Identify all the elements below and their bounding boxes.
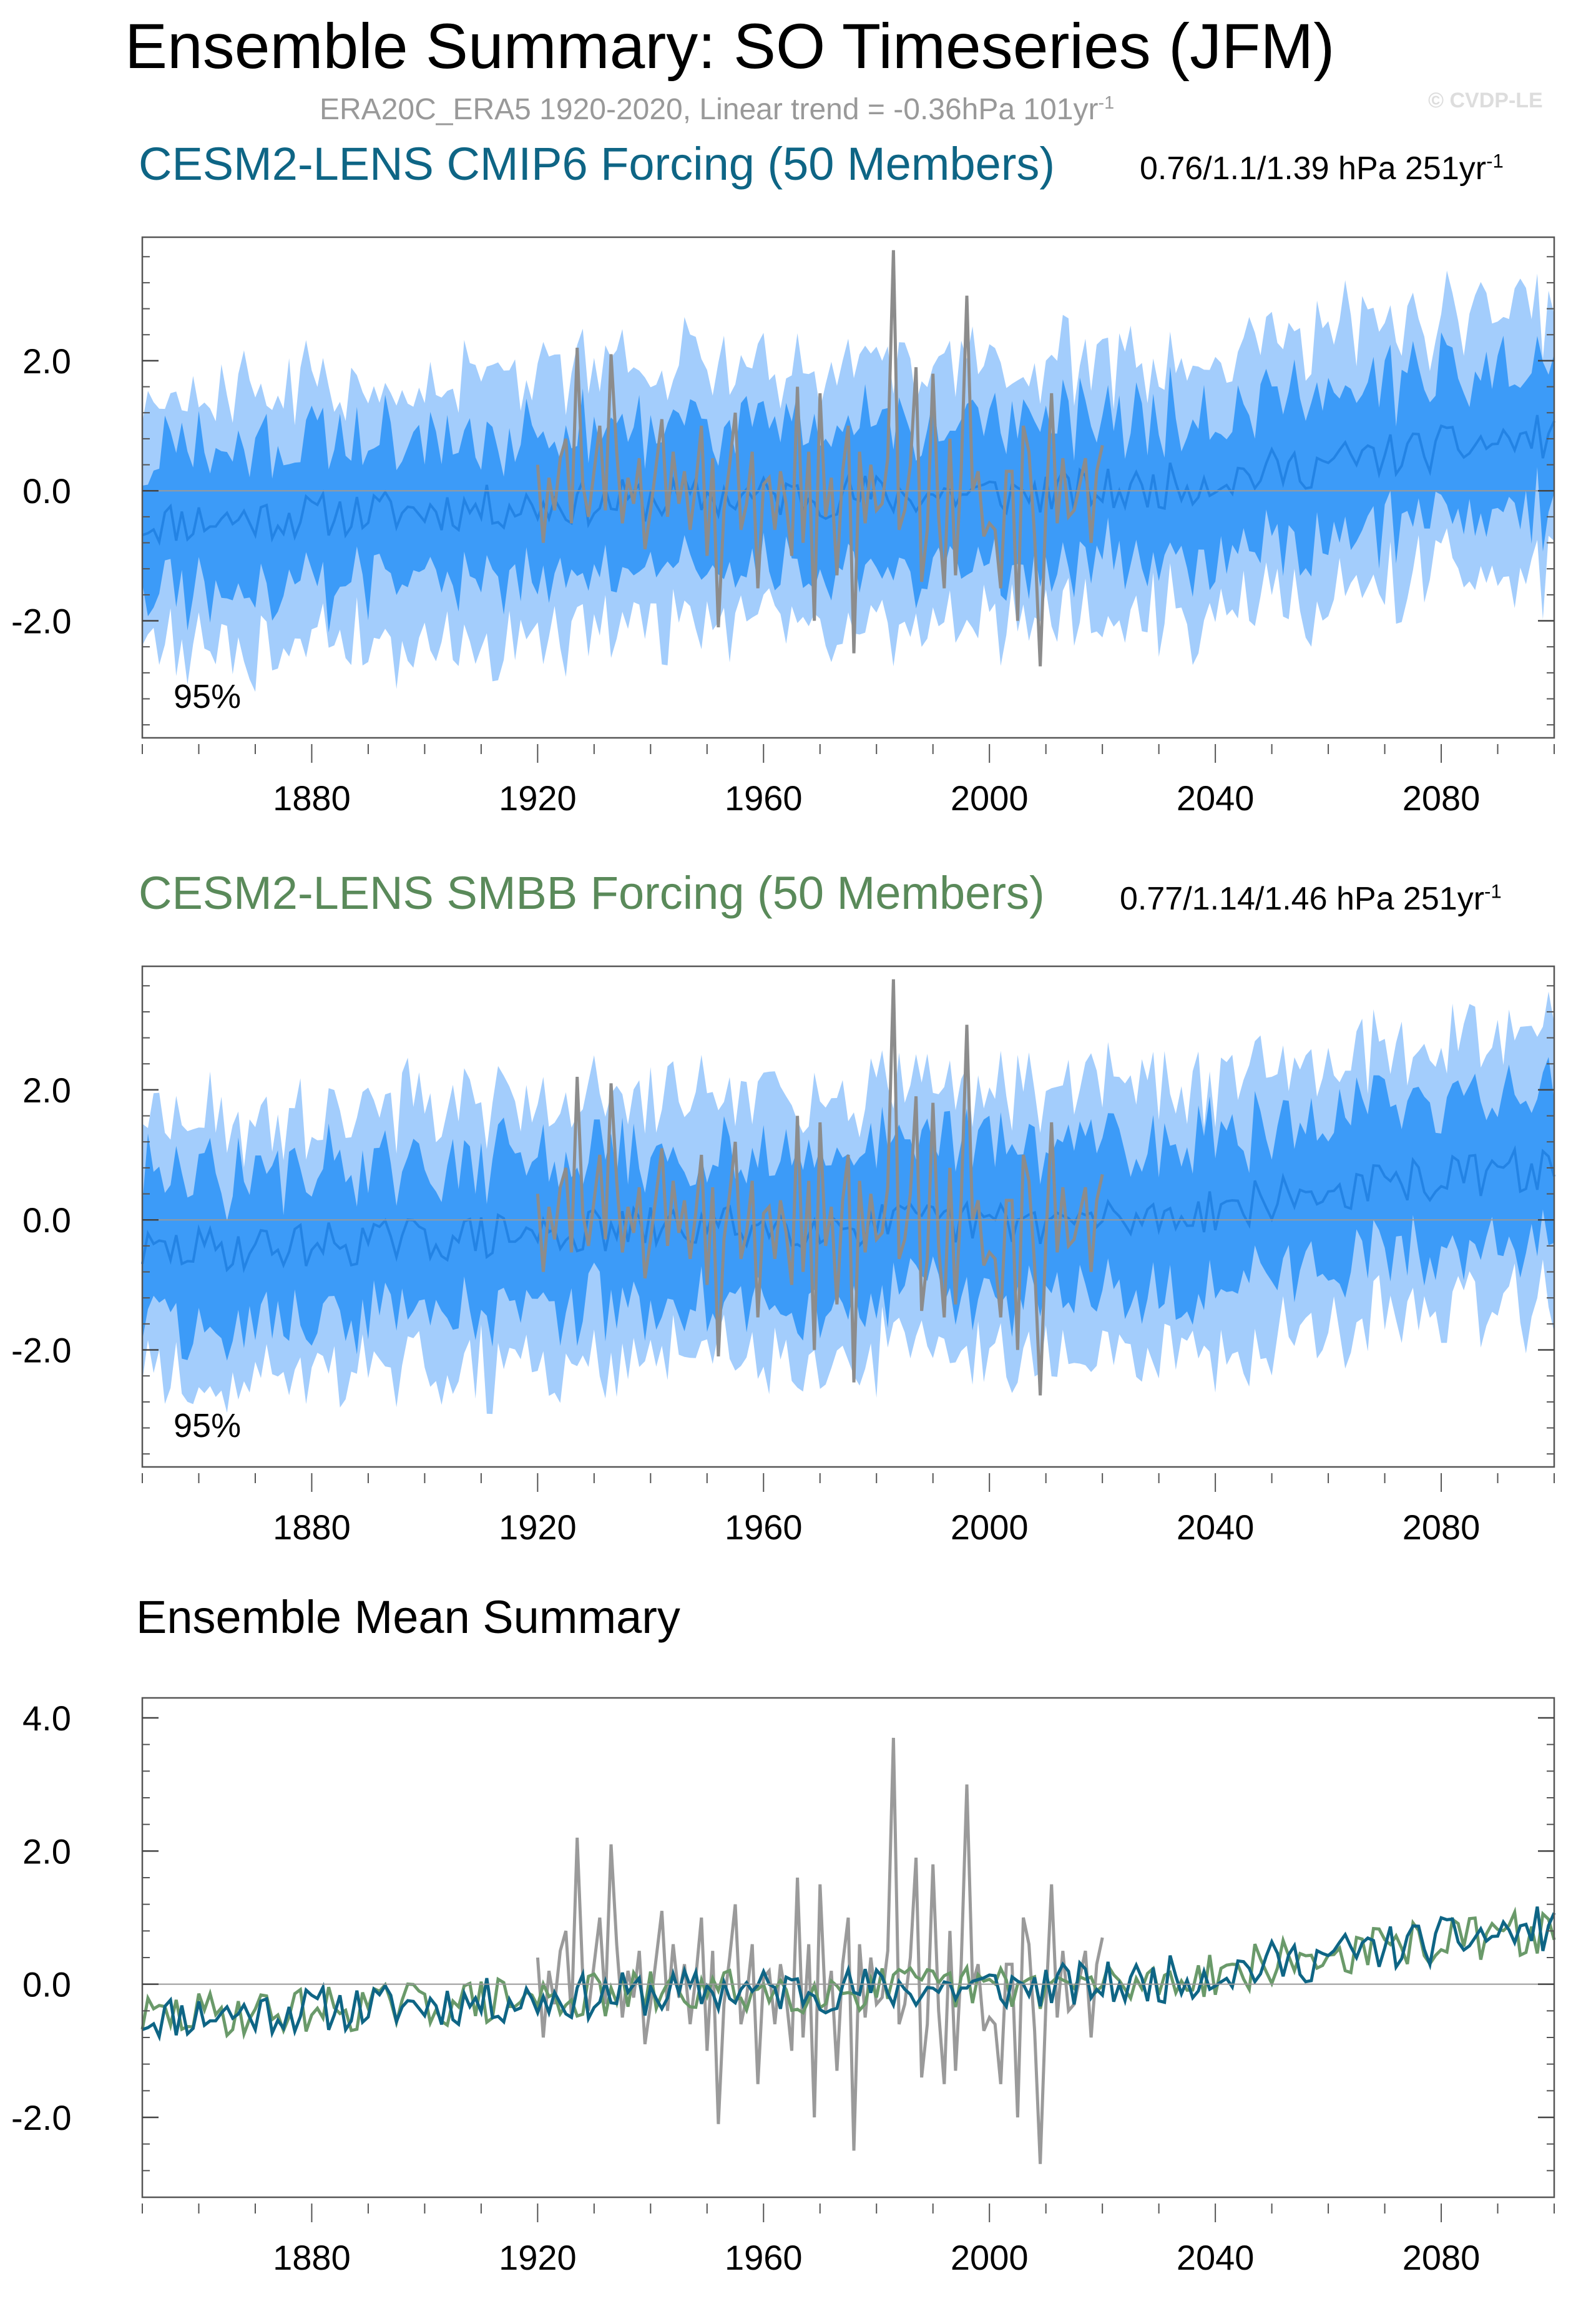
panel0-xtick-label: 2000: [951, 778, 1029, 818]
subtitle-sup: -1: [1098, 93, 1115, 113]
smbb-panel-stats: 0.77/1.14/1.46 hPa 251yr-1: [1120, 880, 1502, 918]
panel1-ytick-label: -2.0: [11, 1331, 72, 1370]
panel1-xtick-label: 2000: [951, 1508, 1029, 1547]
cmip6-panel-stats: 0.76/1.1/1.39 hPa 251yr-1: [1140, 150, 1504, 187]
cmip6-panel-title: CESM2-LENS CMIP6 Forcing (50 Members): [139, 138, 1055, 190]
panel1-frame: [141, 965, 1555, 1468]
panel1-xtick-label: 2080: [1403, 1508, 1481, 1547]
panel1-xtick-label: 2040: [1177, 1508, 1255, 1547]
panel0-xtick-label: 1920: [499, 778, 577, 818]
mean-observed-line: [536, 1737, 1104, 2164]
panel2-xtick-label: 2040: [1177, 2238, 1255, 2277]
smbb-stats-sup: -1: [1484, 880, 1502, 903]
panel2-xtick-label: 2080: [1403, 2238, 1481, 2277]
panel0-observed-line: [536, 250, 1104, 667]
mean-cmip6-line: [142, 1906, 1556, 2042]
subtitle: ERA20C_ERA5 1920-2020, Linear trend = -0…: [320, 92, 1114, 127]
watermark: © CVDP-LE: [1428, 89, 1543, 112]
panel1-ytick-label: 2.0: [22, 1071, 71, 1110]
panel2-ytick-label: 4.0: [22, 1699, 71, 1738]
smbb-panel-title: CESM2-LENS SMBB Forcing (50 Members): [139, 867, 1045, 919]
main-title: Ensemble Summary: SO Timeseries (JFM): [125, 11, 1335, 82]
panel1-xtick-label: 1920: [499, 1508, 577, 1547]
cmip6-stats-text: 0.76/1.1/1.39 hPa 251yr: [1140, 150, 1487, 187]
mean-smbb-line: [140, 1906, 1556, 2040]
mean-summary-title: Ensemble Mean Summary: [136, 1591, 680, 1643]
panel2-ytick-label: 0.0: [22, 1965, 71, 2004]
subtitle-text: ERA20C_ERA5 1920-2020, Linear trend = -0…: [320, 93, 1099, 126]
cmip6-stats-sup: -1: [1486, 150, 1504, 172]
panel1-xtick-label: 1880: [273, 1508, 351, 1547]
panel0-ytick-label: -2.0: [11, 602, 72, 641]
panel1-band-label: 95%: [174, 1407, 241, 1444]
panel2-xtick-label: 1880: [273, 2238, 351, 2277]
panel0-xtick-label: 2080: [1403, 778, 1481, 818]
panel2-ytick-label: -2.0: [11, 2098, 72, 2137]
panel0-xtick-label: 1960: [725, 778, 803, 818]
panel1-observed-line: [536, 979, 1104, 1396]
panel0-xtick-label: 2040: [1177, 778, 1255, 818]
panel2-ytick-label: 2.0: [22, 1831, 71, 1871]
panel1-ensemble-mean-line: [141, 1145, 1555, 1273]
panel1-xtick-label: 1960: [725, 1508, 803, 1547]
panel0-ytick-label: 0.0: [22, 471, 71, 511]
panel2-xtick-label: 1920: [499, 2238, 577, 2277]
panel2-xtick-label: 1960: [725, 2238, 803, 2277]
panel0-ytick-label: 2.0: [22, 341, 71, 381]
panel0-xtick-label: 1880: [273, 778, 351, 818]
smbb-stats-text: 0.77/1.14/1.46 hPa 251yr: [1120, 881, 1485, 917]
panel1-ytick-label: 0.0: [22, 1200, 71, 1240]
panel2-frame: [141, 1697, 1555, 2199]
panel2-xtick-label: 2000: [951, 2238, 1029, 2277]
panel0-frame: [141, 236, 1555, 739]
panel0-band-label: 95%: [174, 678, 241, 715]
